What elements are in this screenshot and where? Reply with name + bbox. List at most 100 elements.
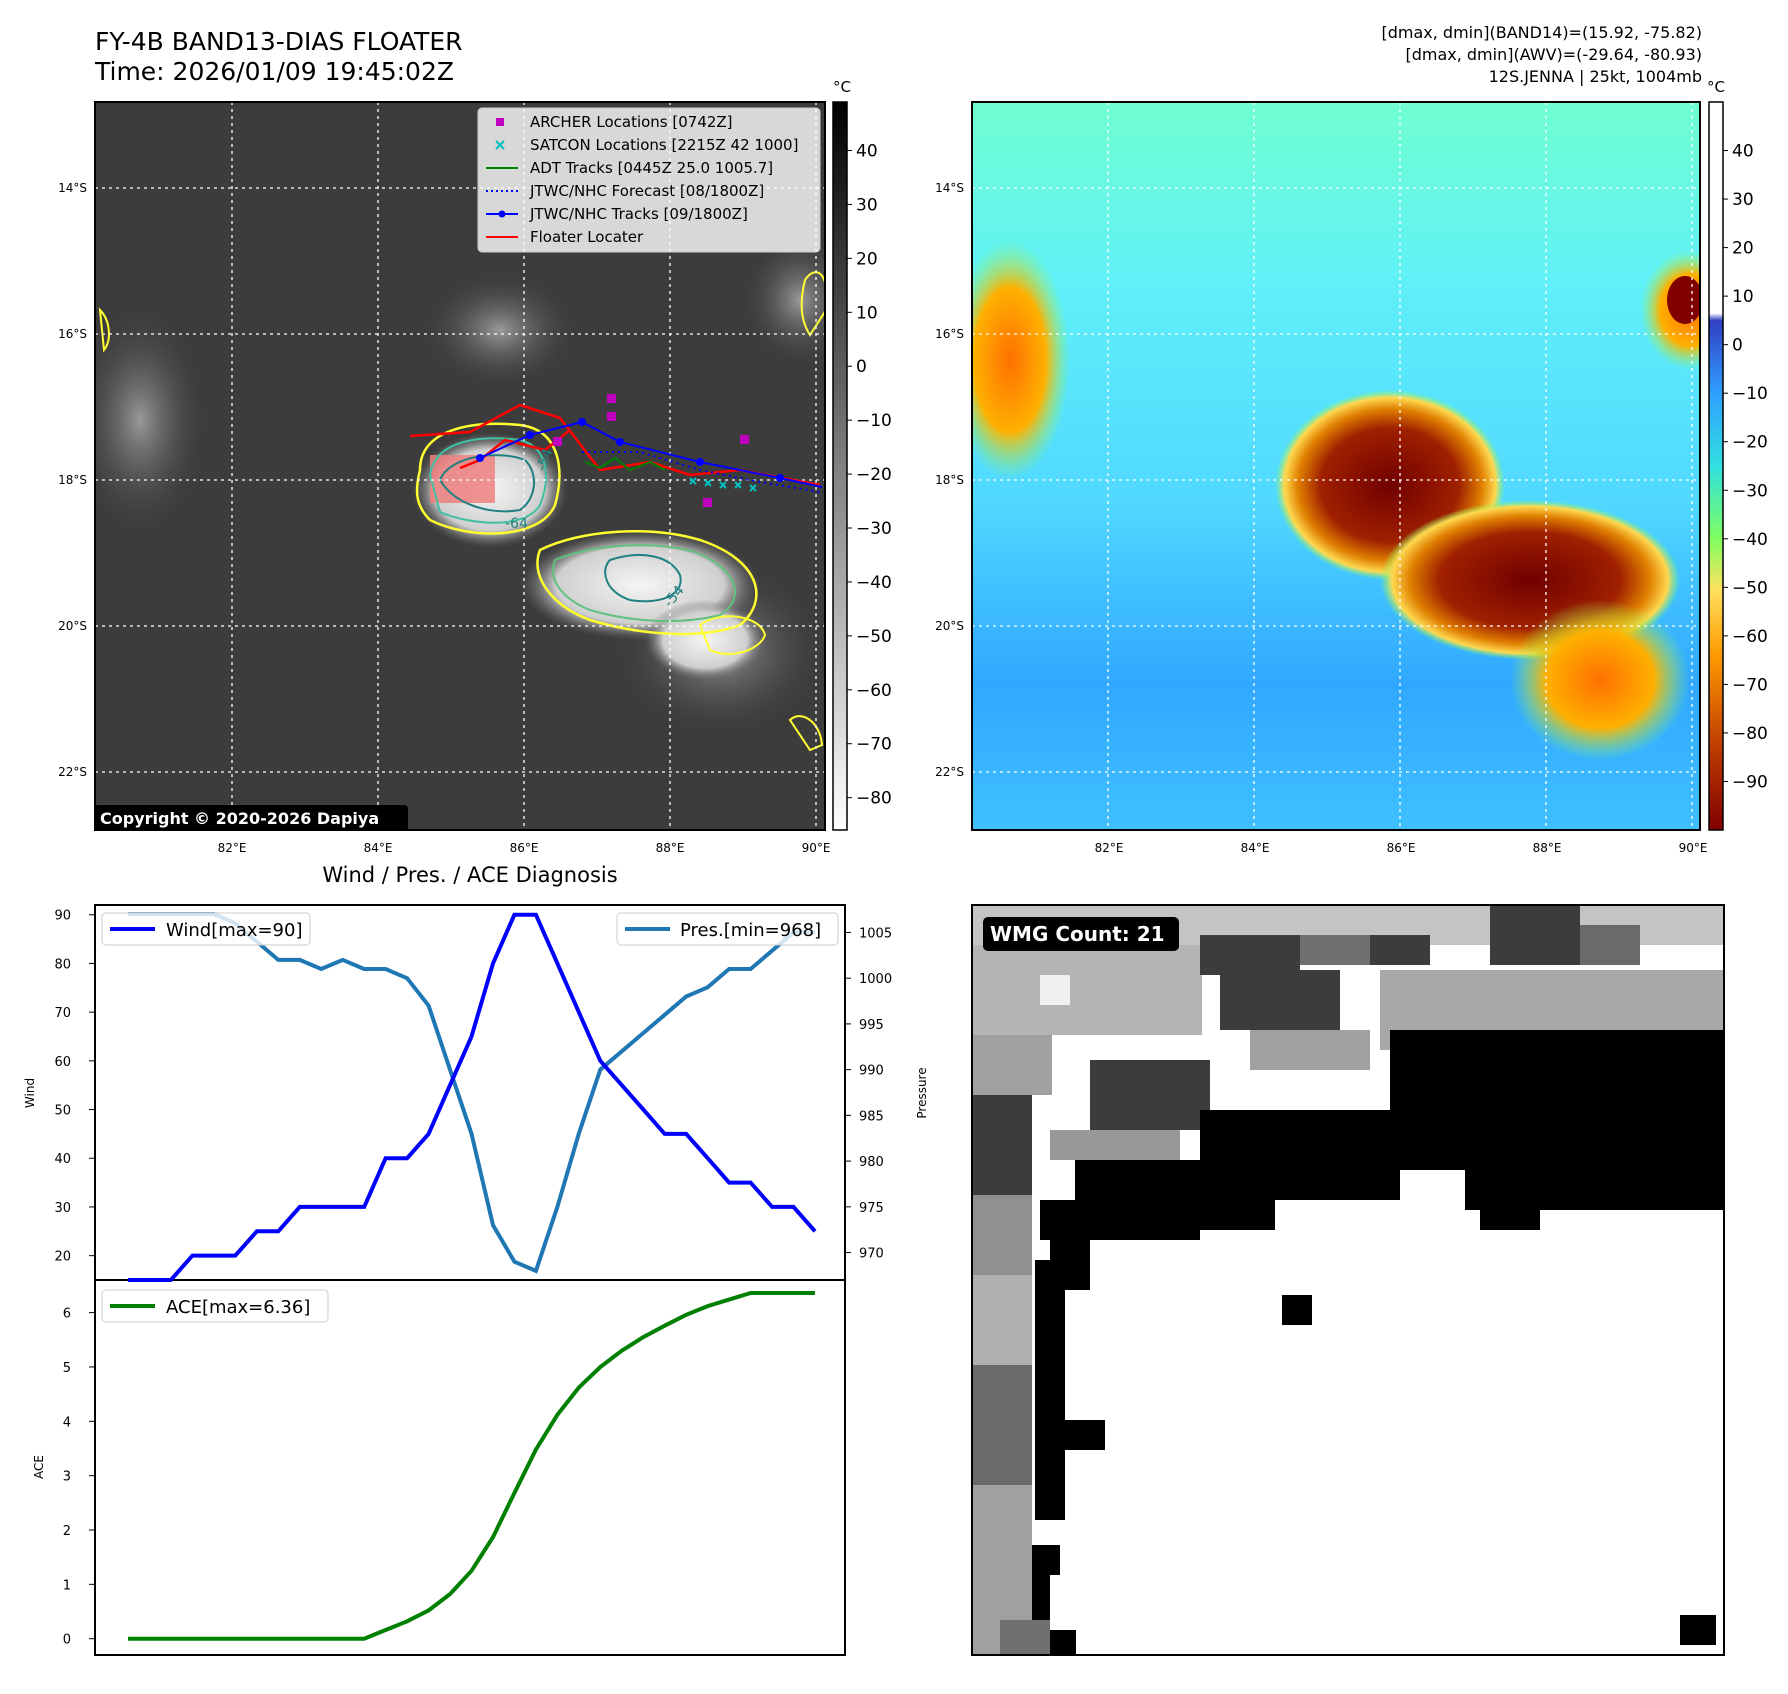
- lon-tick-label: 82°E: [218, 841, 247, 855]
- contour-label: -64: [505, 516, 528, 532]
- lat-tick-label: 14°S: [935, 181, 964, 195]
- colorbar-tick-label: 20: [856, 249, 878, 269]
- ir-colorbar: [832, 101, 848, 831]
- colorbar-tick-label: 10: [1732, 287, 1754, 307]
- colorbar-tick-label: −60: [856, 681, 892, 701]
- axis-tick-label: 970: [859, 1247, 884, 1262]
- colorbar-tick-label: 40: [1732, 142, 1754, 162]
- axis-tick-label: 80: [54, 957, 71, 972]
- pressure-legend-label: Pres.[min=968]: [680, 920, 821, 941]
- axis-tick-label: 1: [63, 1578, 71, 1593]
- copyright-box: [94, 805, 408, 831]
- legend-entry: JTWC/NHC Forecast [08/1800Z]: [486, 182, 764, 200]
- lon-tick-label: 86°E: [510, 841, 539, 855]
- adt-track: [584, 456, 666, 472]
- colorbar-tick-label: 30: [1732, 190, 1754, 210]
- legend-entry: ARCHER Locations [0742Z]: [496, 113, 733, 131]
- colorbar-tick-label: −70: [1732, 675, 1768, 695]
- ace-series-line: [128, 1291, 815, 1641]
- wv-map-panel: °C 40 30 20 10 0 −10 −20 −30 −40 −50 −60 −70 −80 −90: [971, 78, 1768, 831]
- axis-tick-label: 70: [54, 1006, 71, 1021]
- lon-tick-label: 88°E: [1533, 841, 1562, 855]
- figure-title: FY-4B BAND13-DIAS FLOATER: [95, 27, 463, 56]
- wind-ylabel: Wind: [23, 1078, 37, 1108]
- stats-awv: [dmax, dmin](AWV)=(-29.64, -80.93): [1405, 45, 1702, 64]
- legend-entry-label: JTWC/NHC Forecast [08/1800Z]: [529, 182, 764, 200]
- track-legend: ARCHER Locations [0742Z] SATCON Locations…: [477, 107, 821, 253]
- colorbar-tick-label: −60: [1732, 627, 1768, 647]
- lat-tick-label: 22°S: [935, 765, 964, 779]
- colorbar-tick-label: 40: [856, 142, 878, 162]
- wv-imagery: [972, 102, 1700, 830]
- colorbar-tick-label: −50: [1732, 578, 1768, 598]
- legend-entry: JTWC/NHC Tracks [09/1800Z]: [486, 205, 748, 223]
- legend-entry: ADT Tracks [0445Z 25.0 1005.7]: [486, 159, 773, 177]
- axis-tick-label: 990: [859, 1064, 884, 1079]
- contour-label: -54: [534, 446, 557, 473]
- axis-tick-label: 50: [54, 1104, 71, 1119]
- lat-tick-label: 16°S: [58, 327, 87, 341]
- wmg-blocks: [972, 905, 1724, 1655]
- wv-colorbar-unit: °C: [1707, 78, 1725, 96]
- axis-tick-label: 1000: [859, 972, 892, 987]
- axis-tick-label: 60: [54, 1055, 71, 1070]
- axis-tick-label: 995: [859, 1018, 884, 1033]
- diagnosis-title: Wind / Pres. / ACE Diagnosis: [322, 863, 617, 887]
- lat-tick-label: 20°S: [935, 619, 964, 633]
- axis-tick-label: 40: [54, 1152, 71, 1167]
- diagnosis-panel: Wind / Pres. / ACE Diagnosis 20 30 40 50 60 7…: [23, 863, 929, 1656]
- colorbar-tick-label: −30: [856, 519, 892, 539]
- jtwc-track-points: [476, 418, 784, 482]
- lat-tick-label: 18°S: [58, 473, 87, 487]
- axis-tick-label: 90: [54, 909, 71, 924]
- pressure-legend: Pres.[min=968]: [616, 912, 839, 946]
- axis-tick-label: 30: [54, 1201, 71, 1216]
- axis-tick-label: 2: [63, 1524, 71, 1539]
- wind-legend-label: Wind[max=90]: [166, 920, 303, 941]
- colorbar-tick-label: 30: [856, 195, 878, 215]
- floater-locater-track: [409, 403, 821, 487]
- lon-tick-label: 84°E: [1241, 841, 1270, 855]
- wv-colorbar: [1708, 101, 1724, 831]
- ace-axes: [94, 1279, 846, 1656]
- wmg-count-box: [983, 917, 1179, 951]
- colorbar-tick-label: −30: [1732, 481, 1768, 501]
- lat-tick-label: 18°S: [935, 473, 964, 487]
- legend-entry: SATCON Locations [2215Z 42 1000]: [495, 136, 798, 154]
- axis-tick-label: 4: [63, 1415, 71, 1430]
- colorbar-tick-label: −10: [1732, 384, 1768, 404]
- colorbar-tick-label: 0: [856, 357, 867, 377]
- wind-legend: Wind[max=90]: [101, 912, 311, 946]
- storm-info: 12S.JENNA | 25kt, 1004mb: [1489, 67, 1702, 86]
- lon-tick-label: 82°E: [1095, 841, 1124, 855]
- colorbar-tick-label: −20: [856, 465, 892, 485]
- colorbar-tick-label: 0: [1732, 336, 1743, 356]
- lon-tick-label: 88°E: [656, 841, 685, 855]
- lat-tick-label: 14°S: [58, 181, 87, 195]
- wind-pressure-axes: [94, 904, 846, 1281]
- legend-entry-label: JTWC/NHC Tracks [09/1800Z]: [529, 205, 748, 223]
- legend-entry-label: SATCON Locations [2215Z 42 1000]: [530, 136, 798, 154]
- figure-time: Time: 2026/01/09 19:45:02Z: [94, 57, 454, 86]
- colorbar-tick-label: 10: [856, 303, 878, 323]
- axis-tick-label: 1005: [859, 926, 892, 941]
- lon-tick-label: 86°E: [1387, 841, 1416, 855]
- colorbar-tick-label: −70: [856, 735, 892, 755]
- legend-entry: Floater Locater: [486, 228, 644, 246]
- colorbar-tick-label: −20: [1732, 433, 1768, 453]
- archer-points: [553, 394, 749, 507]
- axis-tick-label: 20: [54, 1250, 71, 1265]
- ir-map-panel: -64 -54 -54 ARCHER Locations [0742Z]SATC…: [94, 78, 892, 831]
- satcon-points: [689, 477, 757, 492]
- wmg-count-label: WMG Count: 21: [990, 922, 1165, 946]
- axis-tick-label: 980: [859, 1155, 884, 1170]
- legend-entry-label: ADT Tracks [0445Z 25.0 1005.7]: [530, 159, 773, 177]
- axis-tick-label: 6: [63, 1307, 71, 1322]
- legend-entry-label: Floater Locater: [530, 228, 644, 246]
- stats-band14: [dmax, dmin](BAND14)=(15.92, -75.82): [1382, 23, 1703, 42]
- ace-legend-label: ACE[max=6.36]: [166, 1297, 310, 1318]
- jtwc-forecast-track: [582, 451, 821, 493]
- lat-tick-label: 22°S: [58, 765, 87, 779]
- wmg-panel: WMG Count: 21: [971, 904, 1725, 1656]
